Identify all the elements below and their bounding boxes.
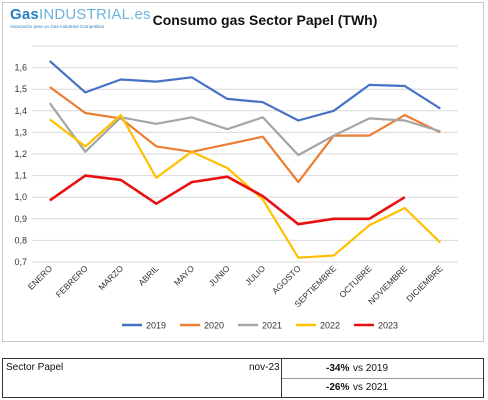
change-vs-2019-label: vs 2019 — [353, 363, 389, 374]
table-divider — [281, 359, 282, 397]
x-tick-label: JULIO — [243, 263, 267, 287]
legend-label-2023: 2023 — [378, 321, 398, 331]
x-tick-label: MAYO — [172, 263, 197, 288]
x-tick-label: ABRIL — [136, 263, 161, 288]
y-tick-label: 1,0 — [14, 192, 27, 202]
x-tick-label: JUNIO — [207, 263, 232, 288]
change-vs-2021-label: vs 2021 — [353, 382, 389, 393]
line-chart: 0,7 0,8 0,9 1,0 1,1 1,2 1,3 1,4 1,5 1,6 ENERO FEBRE… — [14, 45, 458, 331]
series-line-2020 — [49, 86, 441, 184]
y-tick-label: 0,9 — [14, 214, 27, 224]
y-tick-label: 1,1 — [14, 171, 27, 181]
y-tick-label: 1,4 — [14, 106, 27, 116]
x-tick-label: FEBRERO — [54, 263, 90, 299]
y-tick-label: 1,3 — [14, 127, 27, 137]
x-tick-label: MARZO — [96, 263, 125, 292]
series-line-2023 — [49, 174, 406, 226]
chart-title: Consumo gas Sector Papel (TWh) — [152, 12, 378, 28]
legend-label-2021: 2021 — [262, 321, 282, 331]
y-tick-label: 1,6 — [14, 63, 27, 73]
y-tick-label: 1,5 — [14, 84, 27, 94]
change-vs-2021-value: -26% — [326, 382, 350, 393]
logo-tagline: Asociación para un Gas Industrial Compet… — [10, 24, 105, 29]
y-tick-label: 0,8 — [14, 235, 27, 245]
series-line-2019 — [49, 60, 441, 122]
legend-label-2022: 2022 — [320, 321, 340, 331]
series-line-2021 — [48, 102, 441, 157]
legend-label-2020: 2020 — [204, 321, 224, 331]
x-tick-label: AGOSTO — [270, 263, 303, 296]
y-tick-label: 1,2 — [14, 149, 27, 159]
period-label: nov-23 — [249, 362, 280, 373]
change-vs-2019-value: -34% — [326, 363, 350, 374]
x-tick-label: OCTUBRE — [337, 263, 374, 300]
logo-industrial-text: INDUSTRIAL — [38, 6, 131, 23]
chart-frame — [2, 2, 484, 342]
table-row-divider — [282, 378, 483, 379]
logo-gas-text: Gas — [10, 6, 39, 23]
y-tick-label: 0,7 — [14, 257, 27, 267]
sector-label: Sector Papel — [6, 362, 64, 373]
x-tick-label: ENERO — [26, 263, 55, 292]
summary-table: Sector Papel nov-23 -34% vs 2019 -26% vs… — [2, 358, 484, 398]
gasindustrial-logo: GasINDUSTRIAL.es Asociación para un Gas … — [10, 6, 151, 44]
x-tick-label: DICIEMBRE — [404, 263, 445, 304]
series-line-2022 — [49, 113, 442, 259]
legend-label-2019: 2019 — [146, 321, 166, 331]
logo-domain-text: .es — [130, 6, 151, 23]
